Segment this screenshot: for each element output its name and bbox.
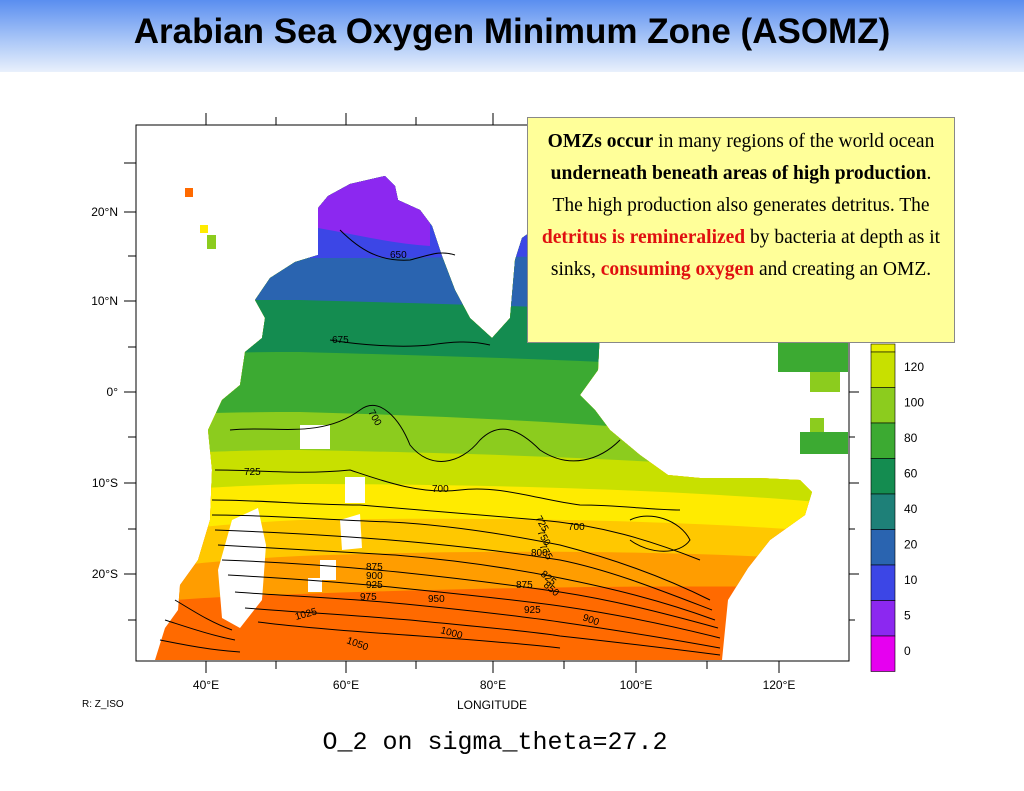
lat-tick-label: 0° bbox=[107, 385, 119, 399]
colorbar-label: 0 bbox=[904, 644, 911, 658]
contour-label: 900 bbox=[366, 571, 383, 582]
lon-tick-label: 100°E bbox=[620, 678, 653, 692]
lon-tick-label: 60°E bbox=[333, 678, 359, 692]
colorbar: 120 100 80 60 40 20 10 5 0 bbox=[870, 343, 924, 672]
colorbar-segment bbox=[870, 422, 896, 459]
east-ocean-patches bbox=[185, 188, 848, 454]
callout-red-5: detritus is remineralized bbox=[541, 227, 746, 248]
colorbar-label: 10 bbox=[904, 573, 918, 587]
callout-text-6: by bacteria at depth as it sinks, bbox=[550, 227, 941, 280]
contour-label: 925 bbox=[524, 605, 541, 616]
callout-bold-1: OMZs occur bbox=[547, 131, 654, 152]
contour-label: 700 bbox=[432, 484, 449, 495]
contour-label: 650 bbox=[390, 250, 407, 261]
colorbar-segment bbox=[870, 600, 896, 637]
lat-tick-label: 20°N bbox=[91, 205, 118, 219]
colorbar-label: 5 bbox=[904, 608, 911, 622]
info-callout: OMZs occur in many regions of the world … bbox=[527, 117, 955, 343]
x-axis-label: LONGITUDE bbox=[457, 698, 527, 712]
contour-label: 950 bbox=[428, 594, 445, 605]
colorbar-segment bbox=[870, 387, 896, 424]
axis-ticks bbox=[124, 113, 859, 673]
lat-tick-label: 10°S bbox=[92, 476, 118, 490]
lon-tick-label: 120°E bbox=[763, 678, 796, 692]
colorbar-segment bbox=[870, 635, 896, 672]
contour-label: 875 bbox=[366, 562, 383, 573]
title-bar bbox=[0, 0, 1024, 72]
lon-tick-label: 80°E bbox=[480, 678, 506, 692]
latitude-tick-labels: 20°N 10°N 0° 10°S 20°S bbox=[91, 205, 118, 581]
lat-tick-label: 10°N bbox=[91, 294, 118, 308]
colorbar-label: 80 bbox=[904, 431, 918, 445]
colorbar-segment bbox=[870, 529, 896, 566]
colorbar-label: 60 bbox=[904, 466, 918, 480]
contour-label: 675 bbox=[332, 335, 349, 346]
contour-label: 800 bbox=[531, 548, 548, 559]
corner-label: R: Z_ISO bbox=[82, 699, 124, 710]
colorbar-segment bbox=[870, 343, 896, 353]
callout-text-4: . The high production also generates det… bbox=[552, 163, 932, 216]
colorbar-segment bbox=[870, 351, 896, 388]
contour-label: 700 bbox=[568, 522, 585, 533]
callout-bold-3: underneath beneath areas of high product… bbox=[550, 163, 927, 184]
slide-title: Arabian Sea Oxygen Minimum Zone (ASOMZ) bbox=[133, 12, 891, 51]
callout-text-8: and creating an OMZ. bbox=[754, 259, 932, 280]
longitude-tick-labels: 40°E 60°E 80°E 100°E 120°E bbox=[193, 678, 795, 692]
lon-tick-label: 40°E bbox=[193, 678, 219, 692]
contour-label: 875 bbox=[516, 580, 533, 591]
contour-lines bbox=[159, 229, 721, 656]
colorbar-segment bbox=[870, 458, 896, 495]
contour-label: 975 bbox=[360, 592, 377, 603]
map-caption: O_2 on sigma_theta=27.2 bbox=[322, 728, 668, 757]
callout-red-7: consuming oxygen bbox=[600, 259, 755, 280]
colorbar-label: 40 bbox=[904, 502, 918, 516]
colorbar-label: 120 bbox=[904, 360, 924, 374]
callout-text-2: in many regions of the world ocean bbox=[653, 131, 935, 152]
colorbar-label: 20 bbox=[904, 537, 918, 551]
colorbar-segment bbox=[870, 493, 896, 530]
colorbar-segment bbox=[870, 564, 896, 601]
colorbar-label: 100 bbox=[904, 395, 924, 409]
contour-label: 925 bbox=[366, 580, 383, 591]
lat-tick-label: 20°S bbox=[92, 567, 118, 581]
contour-label: 725 bbox=[244, 467, 261, 478]
